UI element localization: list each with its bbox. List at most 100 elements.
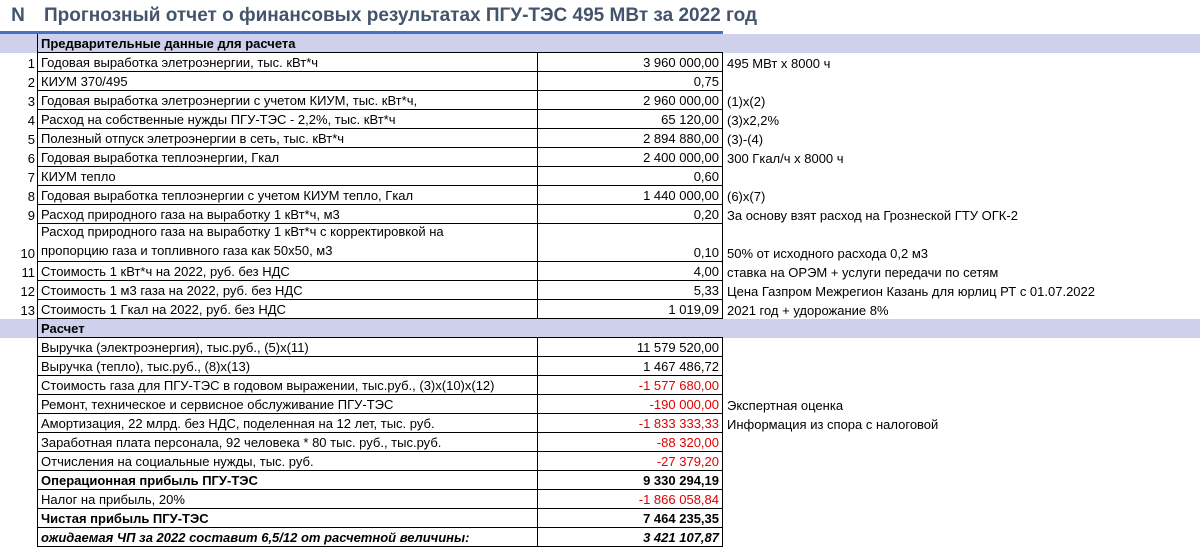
- value-cell[interactable]: -190 000,00: [537, 395, 723, 414]
- comment-cell[interactable]: Информация из спора с налоговой: [727, 417, 939, 432]
- row-number-cell[interactable]: [0, 34, 37, 53]
- comment-cell[interactable]: (3)-(4): [727, 132, 764, 147]
- value-cell[interactable]: 0,10: [537, 224, 723, 262]
- row-number-cell[interactable]: [0, 414, 37, 433]
- comment-cell[interactable]: [724, 34, 1200, 53]
- description-cell[interactable]: Годовая выработка теплоэнергии, Гкал: [37, 148, 537, 167]
- description-cell[interactable]: Годовая выработка элетроэнергии с учетом…: [37, 91, 537, 110]
- report-title[interactable]: Прогнозный отчет о финансовых результата…: [44, 5, 758, 26]
- value-cell[interactable]: [537, 319, 723, 338]
- description-cell[interactable]: Расход природного газа на выработку 1 кВ…: [37, 205, 537, 224]
- row-number-cell[interactable]: [0, 471, 37, 490]
- comment-cell[interactable]: [724, 72, 1200, 91]
- description-cell[interactable]: Выручка (электроэнергия), тыс.руб., (5)х…: [37, 338, 537, 357]
- description-cell[interactable]: Операционная прибыль ПГУ-ТЭС: [37, 471, 537, 490]
- row-number-cell[interactable]: [0, 319, 37, 338]
- description-cell[interactable]: Заработная плата персонала, 92 человека …: [37, 433, 537, 452]
- comment-cell[interactable]: (6)х(7): [727, 189, 766, 204]
- value-cell[interactable]: -1 833 333,33: [537, 414, 723, 433]
- value-cell[interactable]: 5,33: [537, 281, 723, 300]
- value-cell[interactable]: 2 960 000,00: [537, 91, 723, 110]
- comment-cell[interactable]: [724, 357, 1200, 376]
- row-number-cell[interactable]: [0, 357, 37, 376]
- row-number-cell[interactable]: 12: [20, 284, 35, 299]
- row-number-cell[interactable]: 2: [27, 75, 35, 90]
- row-number-cell[interactable]: 1: [27, 56, 35, 71]
- comment-cell[interactable]: [724, 490, 1200, 509]
- section-title[interactable]: Расчет: [37, 319, 537, 338]
- row-number-cell[interactable]: [0, 338, 37, 357]
- comment-cell[interactable]: (1)х(2): [727, 94, 766, 109]
- comment-cell[interactable]: Цена Газпром Межрегион Казань для юрлиц …: [727, 284, 1095, 299]
- description-cell[interactable]: Расход природного газа на выработку 1 кВ…: [37, 224, 537, 262]
- description-cell[interactable]: Ремонт, техническое и сервисное обслужив…: [37, 395, 537, 414]
- comment-cell[interactable]: Экспертная оценка: [727, 398, 844, 413]
- description-cell[interactable]: ожидаемая ЧП за 2022 составит 6,5/12 от …: [37, 528, 537, 547]
- value-cell[interactable]: -88 320,00: [537, 433, 723, 452]
- comment-cell[interactable]: 50% от исходного расхода 0,2 м3: [727, 246, 929, 261]
- value-cell[interactable]: -1 866 058,84: [537, 490, 723, 509]
- description-cell[interactable]: Годовая выработка элетроэнергии, тыс. кВ…: [37, 53, 537, 72]
- description-cell[interactable]: Годовая выработка теплоэнергии с учетом …: [37, 186, 537, 205]
- row-number-cell[interactable]: 6: [27, 151, 35, 166]
- value-cell[interactable]: 7 464 235,35: [537, 509, 723, 528]
- value-cell[interactable]: 0,20: [537, 205, 723, 224]
- comment-cell[interactable]: [724, 167, 1200, 186]
- description-cell[interactable]: Расход на собственные нужды ПГУ-ТЭС - 2,…: [37, 110, 537, 129]
- description-cell[interactable]: Полезный отпуск элетроэнергии в сеть, ты…: [37, 129, 537, 148]
- description-cell[interactable]: Стоимость газа для ПГУ-ТЭС в годовом выр…: [37, 376, 537, 395]
- row-number-cell[interactable]: 7: [27, 170, 35, 185]
- section-title[interactable]: Предварительные данные для расчета: [37, 34, 537, 53]
- description-cell[interactable]: КИУМ 370/495: [37, 72, 537, 91]
- row-number-cell[interactable]: [0, 528, 37, 547]
- description-cell[interactable]: КИУМ тепло: [37, 167, 537, 186]
- comment-cell[interactable]: [724, 433, 1200, 452]
- row-number-cell[interactable]: 4: [27, 113, 35, 128]
- comment-cell[interactable]: [724, 338, 1200, 357]
- value-cell[interactable]: 65 120,00: [537, 110, 723, 129]
- row-number-cell[interactable]: 8: [27, 189, 35, 204]
- value-cell[interactable]: 3 421 107,87: [537, 528, 723, 547]
- value-cell[interactable]: 9 330 294,19: [537, 471, 723, 490]
- row-number-cell[interactable]: 13: [20, 303, 35, 318]
- comment-cell[interactable]: За основу взят расход на Грознеской ГТУ …: [727, 208, 1018, 223]
- value-cell[interactable]: 1 440 000,00: [537, 186, 723, 205]
- description-cell[interactable]: Стоимость 1 м3 газа на 2022, руб. без НД…: [37, 281, 537, 300]
- comment-cell[interactable]: [724, 471, 1200, 490]
- row-number-cell[interactable]: 10: [20, 246, 35, 261]
- value-cell[interactable]: 2 894 880,00: [537, 129, 723, 148]
- value-cell[interactable]: [537, 34, 723, 53]
- value-cell[interactable]: 4,00: [537, 262, 723, 281]
- description-cell[interactable]: Амортизация, 22 млрд. без НДС, поделенна…: [37, 414, 537, 433]
- value-cell[interactable]: 0,75: [537, 72, 723, 91]
- row-number-cell[interactable]: [0, 509, 37, 528]
- value-cell[interactable]: 3 960 000,00: [537, 53, 723, 72]
- description-cell[interactable]: Чистая прибыль ПГУ-ТЭС: [37, 509, 537, 528]
- description-cell[interactable]: Стоимость 1 Гкал на 2022, руб. без НДС: [37, 300, 537, 319]
- value-cell[interactable]: 1 467 486,72: [537, 357, 723, 376]
- value-cell[interactable]: -27 379,20: [537, 452, 723, 471]
- value-cell[interactable]: 2 400 000,00: [537, 148, 723, 167]
- comment-cell[interactable]: [724, 319, 1200, 338]
- description-cell[interactable]: Налог на прибыль, 20%: [37, 490, 537, 509]
- value-cell[interactable]: 11 579 520,00: [537, 338, 723, 357]
- value-cell[interactable]: 0,60: [537, 167, 723, 186]
- value-cell[interactable]: -1 577 680,00: [537, 376, 723, 395]
- comment-cell[interactable]: 300 Гкал/ч х 8000 ч: [727, 151, 844, 166]
- value-cell[interactable]: 1 019,09: [537, 300, 723, 319]
- description-cell[interactable]: Выручка (тепло), тыс.руб., (8)х(13): [37, 357, 537, 376]
- description-cell[interactable]: Стоимость 1 кВт*ч на 2022, руб. без НДС: [37, 262, 537, 281]
- comment-cell[interactable]: (3)х2,2%: [727, 113, 780, 128]
- row-number-cell[interactable]: [0, 376, 37, 395]
- row-number-cell[interactable]: [0, 490, 37, 509]
- column-n-header[interactable]: N: [11, 5, 25, 26]
- row-number-cell[interactable]: 9: [27, 208, 35, 223]
- comment-cell[interactable]: [724, 376, 1200, 395]
- comment-cell[interactable]: 495 МВт х 8000 ч: [727, 56, 831, 71]
- description-cell[interactable]: Отчисления на социальные нужды, тыс. руб…: [37, 452, 537, 471]
- row-number-cell[interactable]: 5: [27, 132, 35, 147]
- comment-cell[interactable]: 2021 год + удорожание 8%: [727, 303, 889, 318]
- row-number-cell[interactable]: [0, 395, 37, 414]
- comment-cell[interactable]: [724, 528, 1200, 547]
- row-number-cell[interactable]: 3: [27, 94, 35, 109]
